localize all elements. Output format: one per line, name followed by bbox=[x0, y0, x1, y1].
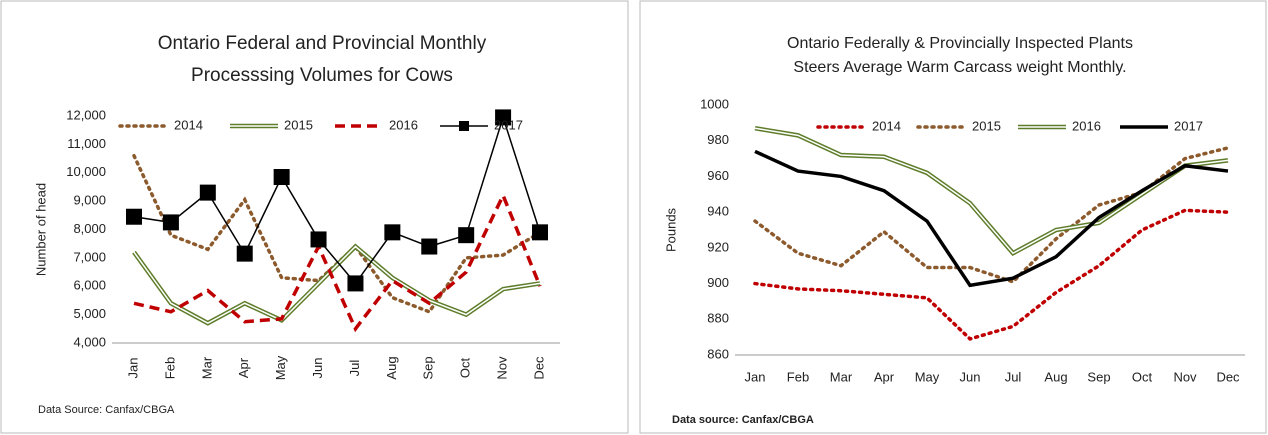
legend-label: 2014 bbox=[872, 118, 901, 133]
y-tick-label: 5,000 bbox=[73, 306, 106, 321]
point bbox=[310, 231, 327, 248]
legend-marker bbox=[459, 121, 469, 131]
legend-label: 2016 bbox=[389, 117, 418, 132]
x-tick-label: May bbox=[273, 355, 288, 380]
x-tick-label: Nov bbox=[1173, 369, 1197, 384]
legend-label: 2016 bbox=[1072, 118, 1101, 133]
point bbox=[199, 184, 216, 201]
x-tick-label: Feb bbox=[162, 357, 177, 379]
x-tick-label: May bbox=[915, 369, 940, 384]
point bbox=[495, 109, 512, 126]
chart-title: Ontario Federal and Provincial Monthly bbox=[158, 33, 487, 54]
y-axis-label: Pounds bbox=[663, 207, 678, 252]
x-tick-label: Jul bbox=[347, 360, 362, 377]
series-line-inner bbox=[133, 245, 541, 324]
point bbox=[162, 214, 179, 231]
data-source: Data Source: Canfax/CBGA bbox=[38, 404, 175, 416]
y-tick-label: 880 bbox=[707, 311, 729, 326]
x-tick-label: Nov bbox=[495, 356, 510, 380]
y-tick-label: 960 bbox=[707, 168, 729, 183]
legend-label: 2017 bbox=[1174, 118, 1203, 133]
point bbox=[273, 169, 290, 186]
x-tick-label: Aug bbox=[1044, 369, 1067, 384]
x-tick-label: Aug bbox=[384, 356, 399, 379]
y-tick-label: 12,000 bbox=[66, 107, 106, 122]
x-tick-label: Mar bbox=[830, 369, 853, 384]
y-tick-label: 920 bbox=[707, 239, 729, 254]
point bbox=[458, 227, 475, 244]
point bbox=[384, 224, 401, 241]
x-tick-label: Feb bbox=[787, 369, 809, 384]
chart-title: Processsing Volumes for Cows bbox=[191, 65, 453, 86]
y-tick-label: 9,000 bbox=[73, 193, 106, 208]
y-tick-label: 7,000 bbox=[73, 249, 106, 264]
x-tick-label: Sep bbox=[1087, 369, 1110, 384]
x-tick-label: Jan bbox=[125, 358, 140, 379]
x-tick-label: Sep bbox=[421, 356, 436, 379]
point bbox=[236, 245, 253, 262]
x-tick-label: Apr bbox=[236, 357, 251, 378]
x-tick-label: Dec bbox=[1216, 369, 1240, 384]
y-tick-label: 11,000 bbox=[67, 136, 106, 151]
chart-title: Steers Average Warm Carcass weight Month… bbox=[793, 59, 1126, 76]
y-tick-label: 980 bbox=[707, 132, 729, 147]
series-line bbox=[133, 191, 542, 333]
panel-border bbox=[0, 0, 629, 434]
legend-label: 2015 bbox=[972, 118, 1001, 133]
y-tick-label: 10,000 bbox=[66, 164, 106, 179]
x-tick-label: Jul bbox=[1005, 369, 1022, 384]
point bbox=[347, 275, 364, 292]
series-line bbox=[753, 208, 1230, 341]
y-tick-label: 4,000 bbox=[73, 334, 106, 349]
x-tick-label: Apr bbox=[874, 369, 895, 384]
chart-title: Ontario Federally & Provincially Inspect… bbox=[787, 35, 1133, 52]
x-tick-label: Oct bbox=[1132, 369, 1153, 384]
x-tick-label: Oct bbox=[458, 358, 473, 379]
series-line bbox=[754, 149, 1229, 288]
y-axis-label: Number of head bbox=[33, 183, 48, 276]
x-tick-label: Jan bbox=[745, 369, 766, 384]
legend-label: 2017 bbox=[494, 117, 523, 132]
x-tick-label: Mar bbox=[199, 356, 214, 379]
point bbox=[126, 208, 142, 225]
y-tick-label: 8,000 bbox=[73, 221, 106, 236]
x-tick-label: Dec bbox=[531, 356, 546, 380]
x-tick-label: Jun bbox=[310, 358, 325, 379]
panel-border bbox=[639, 0, 1267, 434]
series-line bbox=[753, 146, 1230, 284]
y-tick-label: 6,000 bbox=[73, 278, 106, 293]
x-tick-label: Jun bbox=[960, 369, 981, 384]
y-tick-label: 860 bbox=[707, 346, 729, 361]
legend-label: 2015 bbox=[284, 117, 313, 132]
y-tick-label: 900 bbox=[707, 275, 729, 290]
point bbox=[421, 238, 438, 255]
legend-label: 2014 bbox=[174, 117, 203, 132]
data-source: Data source: Canfax/CBGA bbox=[672, 414, 814, 426]
series-line-inner bbox=[754, 127, 1229, 255]
y-tick-label: 1000 bbox=[700, 96, 729, 111]
y-tick-label: 940 bbox=[707, 204, 729, 219]
point bbox=[532, 224, 548, 241]
